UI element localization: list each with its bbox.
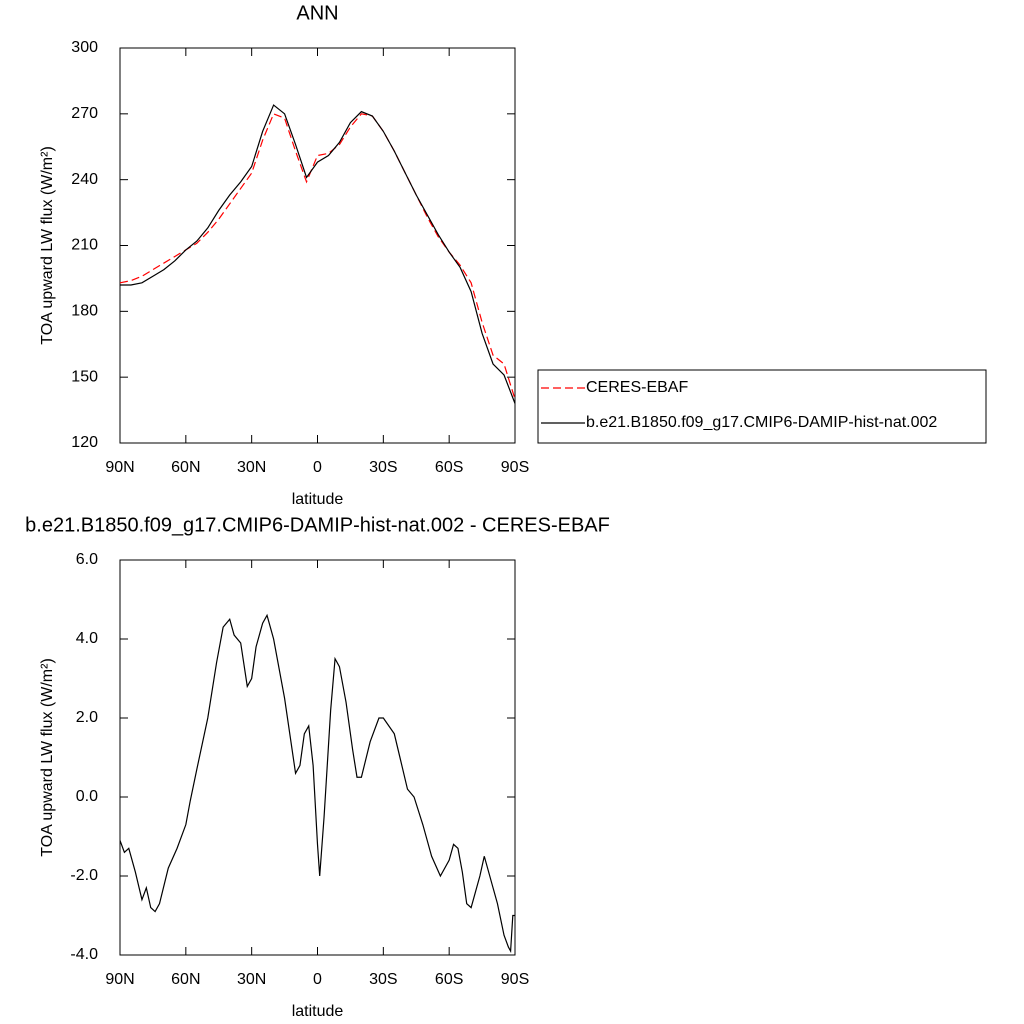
y-tick-label: -4.0 bbox=[70, 946, 98, 963]
y-tick-label: 120 bbox=[71, 434, 98, 451]
x-tick-label: 30S bbox=[369, 459, 397, 476]
x-tick-label: 30N bbox=[237, 459, 266, 476]
y-tick-label: 240 bbox=[71, 171, 98, 188]
y-tick-label: 300 bbox=[71, 39, 98, 56]
y-tick-label: 4.0 bbox=[76, 630, 98, 647]
legend-label: CERES-EBAF bbox=[586, 379, 688, 396]
chart-title: ANN bbox=[296, 2, 338, 24]
y-tick-label: -2.0 bbox=[70, 867, 98, 884]
y-tick-label: 6.0 bbox=[76, 551, 98, 568]
x-tick-label: 0 bbox=[313, 459, 322, 476]
x-tick-label: 90S bbox=[501, 971, 529, 988]
y-axis-label: TOA upward LW flux (W/m²) bbox=[39, 146, 56, 345]
data-line bbox=[120, 104, 516, 404]
y-tick-label: 2.0 bbox=[76, 709, 98, 726]
x-tick-label: 60N bbox=[171, 459, 200, 476]
legend-box bbox=[537, 369, 987, 444]
plot-frame bbox=[119, 559, 516, 956]
x-tick-label: 30N bbox=[237, 971, 266, 988]
x-axis-label: latitude bbox=[292, 1003, 344, 1020]
y-tick-label: 210 bbox=[71, 237, 98, 254]
legend-label: b.e21.B1850.f09_g17.CMIP6-DAMIP-hist-nat… bbox=[586, 414, 937, 431]
x-tick-label: 60S bbox=[435, 459, 463, 476]
x-tick-label: 60N bbox=[171, 971, 200, 988]
x-tick-label: 90N bbox=[105, 971, 134, 988]
y-tick-label: 150 bbox=[71, 368, 98, 385]
y-tick-label: 180 bbox=[71, 303, 98, 320]
x-tick-label: 90S bbox=[501, 459, 529, 476]
y-axis-label: TOA upward LW flux (W/m²) bbox=[39, 658, 56, 857]
data-line bbox=[119, 613, 515, 954]
plot-frame bbox=[119, 47, 516, 444]
x-tick-label: 90N bbox=[105, 459, 134, 476]
x-tick-label: 30S bbox=[369, 971, 397, 988]
x-axis-label: latitude bbox=[292, 491, 344, 508]
x-tick-label: 0 bbox=[313, 971, 322, 988]
y-tick-label: 0.0 bbox=[76, 788, 98, 805]
y-tick-label: 270 bbox=[71, 105, 98, 122]
chart-title: b.e21.B1850.f09_g17.CMIP6-DAMIP-hist-nat… bbox=[25, 514, 610, 536]
x-tick-label: 60S bbox=[435, 971, 463, 988]
